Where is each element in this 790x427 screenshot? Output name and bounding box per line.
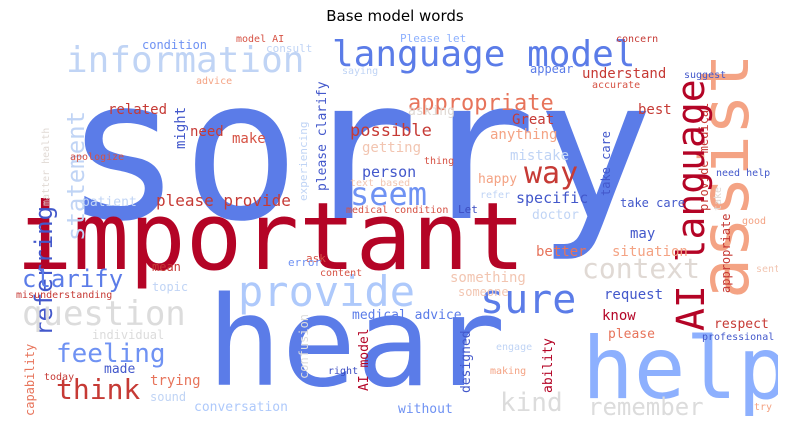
word-suggest: suggest [684, 70, 727, 81]
word-try: try [754, 402, 773, 413]
word-condition: condition [142, 38, 208, 52]
word-experiencing: experiencing [297, 121, 310, 201]
word-specific: specific [516, 189, 589, 207]
word-patient: patient [82, 195, 137, 210]
word-might: might [173, 106, 189, 149]
word-ai-model: AI model [357, 328, 372, 391]
word-may: may [630, 226, 656, 242]
word-possible: possible [350, 121, 432, 141]
word-consult: consult [266, 42, 313, 55]
word-appropriate-v: appropriate [719, 213, 733, 293]
word-way: way [524, 156, 579, 191]
figure-title: Base model words [326, 7, 464, 25]
word-important: important [16, 183, 526, 292]
word-anything: anything [490, 127, 558, 143]
word-model-ai: model AI [236, 34, 285, 45]
word-sentence: sentence [756, 264, 778, 275]
word-question: question [22, 294, 186, 334]
word-accurate: accurate [592, 80, 641, 91]
word-please-let: Please let [400, 32, 467, 45]
word-context: context [582, 252, 701, 285]
word-text-based: text based [350, 178, 411, 189]
word-getting: getting [362, 140, 422, 156]
word-make: make [232, 131, 266, 147]
word-made: made [104, 362, 136, 377]
word-sure: sure [480, 277, 577, 323]
word-saying: saying [342, 66, 379, 77]
word-make-need: need [190, 124, 224, 140]
word-concern: concern [616, 34, 659, 45]
word-person: person [362, 163, 417, 181]
word-please: please [608, 327, 655, 342]
word-language-model: language model [332, 34, 636, 75]
word-appear: appear [530, 62, 574, 76]
word-matter-health: matter health [41, 127, 52, 206]
word-making: making [490, 366, 527, 377]
word-capability: capability [23, 343, 37, 416]
word-trying: trying [150, 373, 201, 389]
word-asking: asking [408, 104, 455, 119]
word-know: know [602, 308, 636, 324]
word-information: information [66, 40, 305, 81]
word-provide: provide [238, 267, 416, 316]
word-please-provide: please provide [156, 191, 291, 210]
word-think: think [56, 373, 141, 406]
word-great: Great [512, 112, 555, 128]
word-take: take [713, 186, 724, 211]
word-someone: someone [458, 285, 509, 299]
word-say: take care [599, 130, 613, 196]
word-medical-condition: medical condition [346, 205, 449, 216]
word-today: today [44, 372, 75, 383]
word-thing: thing [424, 156, 455, 167]
word-content: content [320, 268, 363, 279]
word-statement: statement [62, 110, 90, 241]
word-doctor: doctor [532, 208, 579, 223]
word-individual: individual [92, 328, 165, 342]
word-feeling: feeling [56, 339, 166, 369]
word-respect: respect [714, 317, 769, 332]
word-misunderstanding: misunderstanding [16, 290, 113, 301]
word-topic: topic [152, 280, 189, 294]
word-happy: happy [478, 172, 518, 187]
word-request: request [604, 287, 664, 303]
word-professional: professional [702, 332, 775, 343]
word-good: good [742, 216, 767, 227]
word-error: error [288, 256, 322, 269]
word-ability: ability [541, 338, 556, 393]
word-clarify: clarify [22, 265, 124, 293]
word-conversation: conversation [194, 400, 288, 415]
word-let: Let [458, 203, 478, 216]
word-mean: mean [152, 260, 181, 274]
word-kind: kind [500, 388, 563, 418]
word-ask: ask [306, 252, 326, 265]
word-apologize: apologize [70, 152, 125, 163]
word-designed: designed [459, 330, 474, 393]
word-medical-advice: medical advice [352, 308, 462, 323]
word-take-care: take care [620, 196, 686, 210]
word-sound: sound [150, 390, 187, 404]
word-situation: situation [612, 244, 688, 260]
word-hear: hear [207, 271, 506, 415]
word-help: help [582, 319, 778, 419]
word-without: without [398, 402, 453, 417]
word-refer: refer [480, 190, 511, 201]
word-remember: remember [588, 393, 704, 421]
word-please-clarify: please clarify [315, 81, 330, 191]
word-understand: understand [582, 66, 667, 82]
word-need-help: need help [716, 168, 771, 179]
word-advice: advice [196, 76, 233, 87]
word-confusion: confusion [297, 313, 311, 379]
word-better: better [536, 244, 587, 260]
word-something: something [450, 270, 526, 286]
word-mistake: mistake [510, 148, 570, 164]
word-cloud: sorry important hear help assist languag… [12, 31, 778, 421]
word-right: right [328, 366, 359, 377]
word-related: related [108, 102, 168, 118]
word-sorry: sorry [64, 37, 655, 265]
word-engage: engage [496, 342, 533, 353]
word-appropriate: appropriate [408, 91, 554, 116]
word-seem: seem [350, 175, 428, 213]
word-best: best [638, 102, 672, 118]
